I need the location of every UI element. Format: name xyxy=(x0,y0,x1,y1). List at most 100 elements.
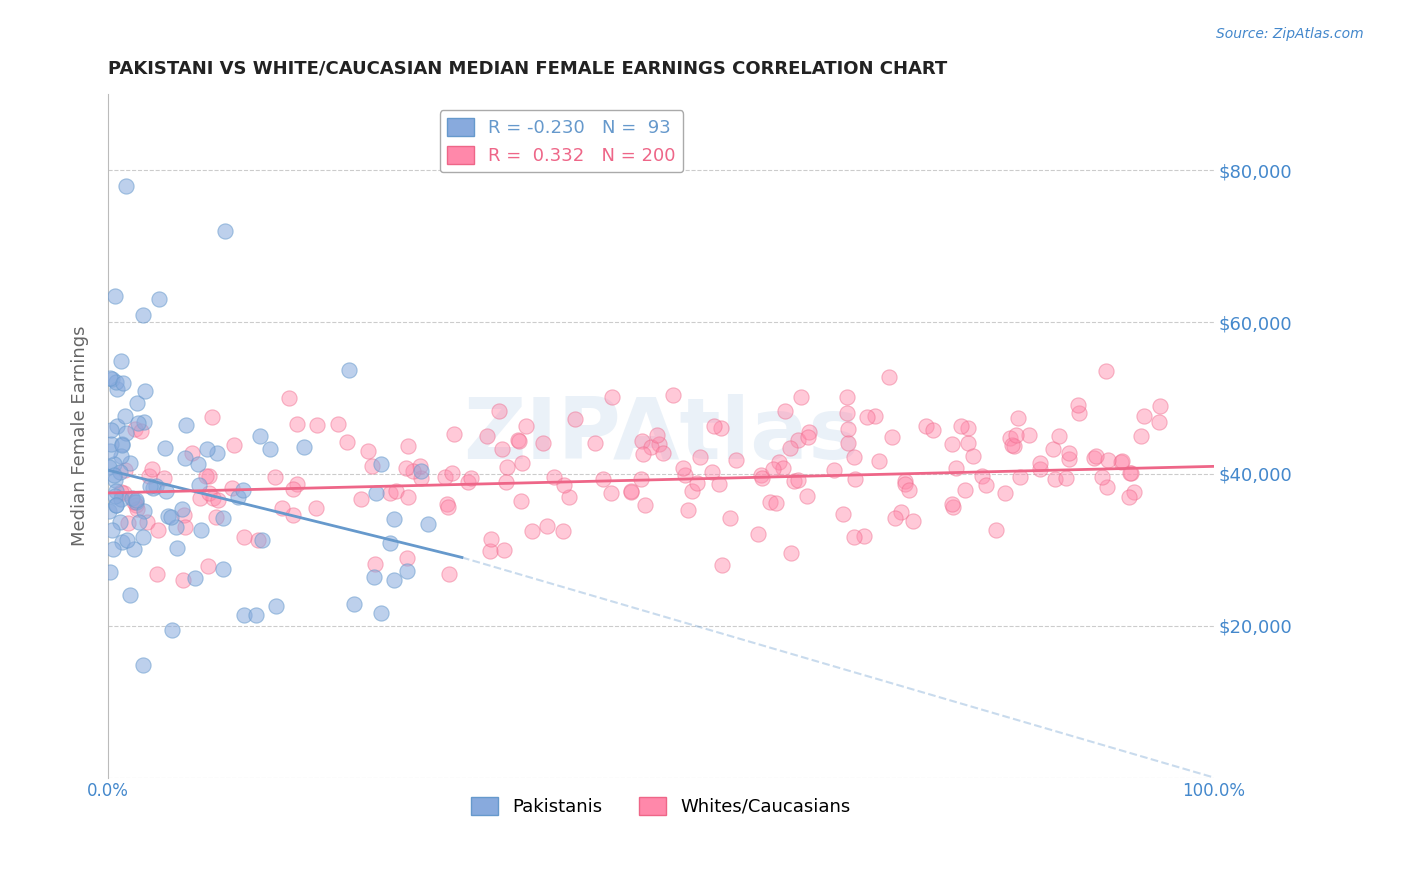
Whites/Caucasians xyxy=(305,501,328,516)
Whites/Caucasians xyxy=(898,483,921,497)
Pakistanis xyxy=(111,535,134,549)
Whites/Caucasians xyxy=(1059,451,1081,466)
Whites/Caucasians xyxy=(543,469,565,483)
Whites/Caucasians xyxy=(773,404,796,418)
Whites/Caucasians xyxy=(496,460,519,475)
Text: Source: ZipAtlas.com: Source: ZipAtlas.com xyxy=(1216,27,1364,41)
Whites/Caucasians xyxy=(645,427,668,442)
Pakistanis xyxy=(184,570,207,584)
Whites/Caucasians xyxy=(536,519,558,533)
Pakistanis xyxy=(100,523,122,537)
Pakistanis xyxy=(343,597,366,611)
Pakistanis xyxy=(100,436,122,450)
Whites/Caucasians xyxy=(207,493,229,508)
Whites/Caucasians xyxy=(188,491,211,505)
Pakistanis xyxy=(104,498,127,512)
Whites/Caucasians xyxy=(974,478,997,492)
Whites/Caucasians xyxy=(264,470,287,484)
Whites/Caucasians xyxy=(409,459,432,474)
Pakistanis xyxy=(104,499,127,513)
Whites/Caucasians xyxy=(631,447,654,461)
Whites/Caucasians xyxy=(950,419,973,434)
Pakistanis xyxy=(159,510,181,524)
Whites/Caucasians xyxy=(1007,410,1029,425)
Whites/Caucasians xyxy=(648,436,671,450)
Whites/Caucasians xyxy=(558,490,581,504)
Pakistanis xyxy=(409,464,432,478)
Pakistanis xyxy=(115,178,138,193)
Whites/Caucasians xyxy=(357,444,380,458)
Pakistanis xyxy=(103,288,125,302)
Whites/Caucasians xyxy=(136,515,159,529)
Pakistanis xyxy=(172,502,194,516)
Whites/Caucasians xyxy=(479,532,502,546)
Pakistanis xyxy=(98,565,121,579)
Whites/Caucasians xyxy=(396,439,419,453)
Pakistanis xyxy=(145,479,167,493)
Pakistanis xyxy=(166,541,188,555)
Whites/Caucasians xyxy=(984,523,1007,537)
Pakistanis xyxy=(121,491,143,506)
Pakistanis xyxy=(195,442,218,457)
Pakistanis xyxy=(366,486,388,500)
Whites/Caucasians xyxy=(592,472,614,486)
Whites/Caucasians xyxy=(125,498,148,512)
Pakistanis xyxy=(165,520,187,534)
Whites/Caucasians xyxy=(1123,484,1146,499)
Pakistanis xyxy=(232,607,254,622)
Whites/Caucasians xyxy=(856,409,879,424)
Whites/Caucasians xyxy=(1133,409,1156,423)
Pakistanis xyxy=(120,588,142,602)
Whites/Caucasians xyxy=(583,436,606,450)
Whites/Caucasians xyxy=(479,544,502,558)
Whites/Caucasians xyxy=(998,431,1021,445)
Whites/Caucasians xyxy=(112,486,135,500)
Whites/Caucasians xyxy=(689,450,711,464)
Whites/Caucasians xyxy=(437,567,460,582)
Whites/Caucasians xyxy=(1085,449,1108,463)
Whites/Caucasians xyxy=(553,478,575,492)
Whites/Caucasians xyxy=(787,473,810,487)
Whites/Caucasians xyxy=(396,491,419,505)
Pakistanis xyxy=(105,383,128,397)
Whites/Caucasians xyxy=(789,390,811,404)
Whites/Caucasians xyxy=(724,452,747,467)
Whites/Caucasians xyxy=(350,491,373,506)
Pakistanis xyxy=(132,530,155,544)
Pakistanis xyxy=(339,363,361,377)
Whites/Caucasians xyxy=(1149,399,1171,413)
Whites/Caucasians xyxy=(127,502,149,516)
Whites/Caucasians xyxy=(681,483,703,498)
Pakistanis xyxy=(153,441,176,455)
Pakistanis xyxy=(125,495,148,509)
Whites/Caucasians xyxy=(440,466,463,480)
Whites/Caucasians xyxy=(1091,470,1114,484)
Pakistanis xyxy=(111,438,134,452)
Whites/Caucasians xyxy=(844,530,866,544)
Whites/Caucasians xyxy=(901,514,924,528)
Whites/Caucasians xyxy=(877,369,900,384)
Whites/Caucasians xyxy=(172,573,194,587)
Whites/Caucasians xyxy=(138,469,160,483)
Whites/Caucasians xyxy=(436,497,458,511)
Pakistanis xyxy=(264,599,287,613)
Whites/Caucasians xyxy=(1130,429,1153,443)
Whites/Caucasians xyxy=(510,456,533,470)
Pakistanis xyxy=(249,429,271,443)
Pakistanis xyxy=(148,293,170,307)
Pakistanis xyxy=(155,483,177,498)
Whites/Caucasians xyxy=(488,404,510,418)
Whites/Caucasians xyxy=(890,505,912,519)
Whites/Caucasians xyxy=(883,511,905,525)
Whites/Caucasians xyxy=(124,422,146,436)
Whites/Caucasians xyxy=(945,460,967,475)
Whites/Caucasians xyxy=(1047,429,1070,443)
Whites/Caucasians xyxy=(198,486,221,500)
Whites/Caucasians xyxy=(711,558,734,572)
Pakistanis xyxy=(125,492,148,507)
Whites/Caucasians xyxy=(443,426,465,441)
Pakistanis xyxy=(110,354,132,368)
Pakistanis xyxy=(250,533,273,548)
Whites/Caucasians xyxy=(1095,479,1118,493)
Whites/Caucasians xyxy=(780,546,803,560)
